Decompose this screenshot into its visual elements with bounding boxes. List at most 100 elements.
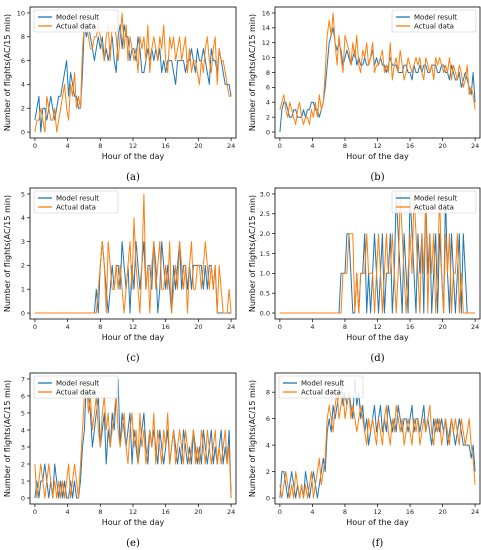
panel-caption: (c)	[126, 353, 140, 364]
y-tick-label: 0.0	[260, 309, 270, 317]
x-tick-label: 4	[310, 142, 314, 150]
x-tick-label: 4	[66, 508, 70, 516]
y-tick-label: 4	[21, 81, 25, 89]
series-line	[34, 378, 232, 499]
legend-label: Model result	[301, 380, 344, 388]
legend-label: Model result	[56, 380, 99, 388]
legend-label: Actual data	[56, 204, 96, 212]
y-tick-label: 1	[21, 286, 25, 294]
x-tick-label: 4	[66, 323, 70, 331]
x-tick-label: 8	[343, 508, 347, 516]
panel-caption: (a)	[126, 172, 140, 183]
x-tick-label: 16	[162, 142, 170, 150]
x-tick-label: 16	[162, 323, 170, 331]
x-axis-label: Hour of the day	[346, 152, 409, 161]
y-tick-label: 4	[21, 426, 25, 434]
series-line	[279, 27, 476, 133]
y-tick-label: 16	[262, 9, 270, 17]
legend-label: Model result	[414, 14, 457, 22]
y-tick-label: 3	[21, 238, 25, 246]
x-tick-label: 20	[438, 323, 446, 331]
y-tick-label: 12	[262, 39, 270, 47]
legend-box	[33, 190, 119, 214]
y-tick-label: 2	[21, 460, 25, 468]
x-tick-label: 24	[471, 142, 479, 150]
y-tick-label: 6	[266, 415, 270, 423]
legend-label: Actual data	[301, 389, 341, 397]
panel-caption: (d)	[370, 353, 384, 364]
series-line	[34, 193, 232, 314]
legend-label: Model result	[56, 14, 99, 22]
x-tick-label: 20	[438, 508, 446, 516]
y-tick-label: 3	[21, 443, 25, 451]
x-axis-label: Hour of the day	[102, 518, 165, 527]
y-tick-label: 8	[266, 388, 270, 396]
x-tick-label: 4	[310, 508, 314, 516]
y-tick-label: 6	[266, 84, 270, 92]
panel-caption: (b)	[370, 172, 384, 183]
y-tick-label: 6	[21, 392, 25, 400]
legend-label: Actual data	[56, 23, 96, 31]
y-tick-label: 1.0	[260, 270, 270, 278]
x-tick-label: 8	[98, 323, 102, 331]
y-tick-label: 0	[21, 494, 25, 502]
x-tick-label: 16	[406, 323, 414, 331]
y-tick-label: 0.5	[260, 289, 270, 297]
legend-label: Actual data	[56, 389, 96, 397]
x-tick-label: 20	[194, 142, 202, 150]
x-tick-label: 20	[194, 323, 202, 331]
series-line	[34, 12, 232, 133]
x-tick-label: 24	[471, 323, 479, 331]
x-tick-label: 8	[98, 508, 102, 516]
y-tick-label: 8	[21, 33, 25, 41]
y-tick-label: 10	[262, 54, 270, 62]
legend-box	[278, 375, 364, 399]
legend-box	[391, 9, 477, 33]
legend-box	[33, 375, 119, 399]
y-tick-label: 5	[21, 190, 25, 198]
x-tick-label: 8	[98, 142, 102, 150]
y-tick-label: 2	[266, 468, 270, 476]
series-line	[279, 193, 476, 314]
y-tick-label: 5	[21, 409, 25, 417]
y-axis-label: Number of flights(AC/15 min)	[248, 14, 257, 131]
y-axis-label: Number of flights(AC/15 min)	[3, 14, 12, 131]
x-axis-label: Hour of the day	[346, 333, 409, 342]
y-tick-label: 7	[21, 375, 25, 383]
legend-label: Actual data	[414, 204, 454, 212]
x-tick-label: 0	[278, 142, 282, 150]
x-tick-label: 16	[406, 142, 414, 150]
x-tick-label: 0	[278, 508, 282, 516]
x-tick-label: 12	[373, 323, 381, 331]
x-tick-label: 20	[438, 142, 446, 150]
panel-caption: (e)	[126, 538, 140, 549]
x-axis-label: Hour of the day	[346, 518, 409, 527]
x-tick-label: 24	[227, 142, 235, 150]
series-line	[279, 12, 476, 126]
y-tick-label: 4	[266, 441, 270, 449]
x-axis-label: Hour of the day	[102, 333, 165, 342]
legend-label: Model result	[56, 195, 99, 203]
y-tick-label: 4	[266, 99, 270, 107]
y-tick-label: 4	[21, 214, 25, 222]
y-tick-label: 14	[262, 24, 270, 32]
series-line	[279, 391, 476, 499]
x-tick-label: 12	[129, 508, 137, 516]
x-tick-label: 24	[471, 508, 479, 516]
x-tick-label: 0	[33, 323, 37, 331]
x-tick-label: 0	[33, 142, 37, 150]
y-tick-label: 2.0	[260, 230, 270, 238]
x-tick-label: 4	[310, 323, 314, 331]
y-tick-label: 1.5	[260, 250, 270, 258]
y-tick-label: 6	[21, 57, 25, 65]
x-tick-label: 12	[129, 142, 137, 150]
x-tick-label: 0	[33, 508, 37, 516]
x-tick-label: 20	[194, 508, 202, 516]
x-tick-label: 0	[278, 323, 282, 331]
x-tick-label: 16	[162, 508, 170, 516]
legend-box	[33, 9, 119, 33]
